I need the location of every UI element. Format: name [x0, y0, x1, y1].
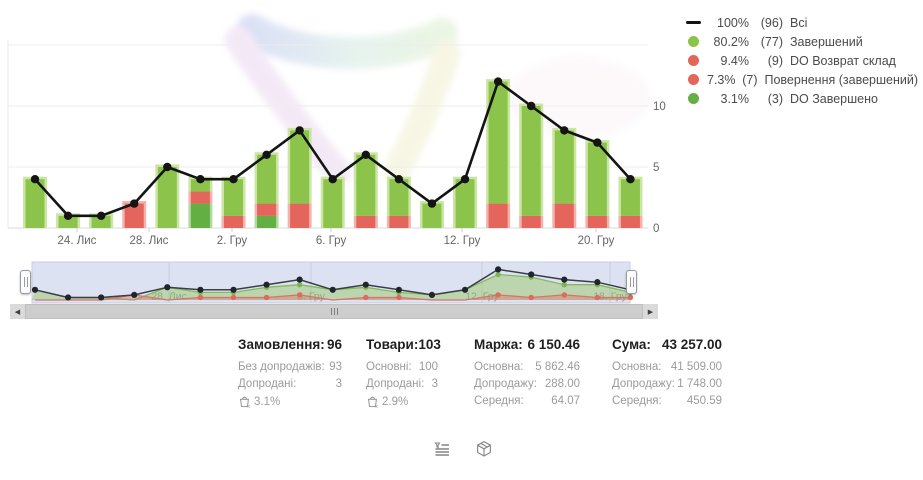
svg-text:2. Гру: 2. Гру	[217, 235, 248, 247]
legend-pct: 7.3%	[707, 72, 736, 87]
stat-col-margin: Маржа: 6 150.46 Основна: 5 862.46 Допрода…	[474, 337, 580, 410]
legend-item-return-warehouse[interactable]: 9.4% (9) DO Возврат склад	[686, 51, 918, 70]
upsell-basket-icon: x	[239, 396, 250, 408]
stat-title: Сума:	[612, 337, 651, 352]
stat-sub-value: 64.07	[551, 395, 580, 407]
legend-item-return-completed[interactable]: 7.3% (7) Повернення (завершений)	[686, 70, 918, 89]
upsell-pct: 3.1%	[254, 395, 281, 408]
stat-sub-value: 100	[418, 361, 438, 373]
stat-value: 96	[326, 337, 342, 352]
scroll-left-arrow-icon[interactable]: ◀	[10, 304, 25, 319]
stat-col-sum: Сума: 43 257.00 Основна: 41 509.00 Допрод…	[612, 337, 722, 410]
stat-sub-label: Основна:	[612, 361, 662, 373]
legend-count: (96)	[760, 15, 783, 30]
legend-label: DO Возврат склад	[790, 53, 896, 68]
stat-sub-value: 5 862.46	[535, 361, 580, 373]
dot-swatch-icon	[686, 74, 701, 85]
orders-chart[interactable]: 24. Лис 28. Лис 2. Гру 6. Гру 12. Гру 20. Гру…	[0, 0, 680, 252]
svg-text:12. Гру: 12. Гру	[465, 291, 499, 303]
stat-value: 43 257.00	[661, 337, 722, 352]
stat-sub-label: Допродані:	[238, 378, 297, 390]
legend-item-all[interactable]: 100% (96) Всі	[686, 13, 918, 32]
dot-swatch-icon	[686, 36, 701, 47]
stat-value: 6 150.46	[527, 337, 580, 352]
stat-sub-value: 93	[329, 361, 342, 373]
stat-sub-label: Допродажу:	[474, 378, 537, 390]
svg-text:5: 5	[653, 162, 659, 174]
legend-label: Всі	[790, 15, 808, 30]
legend-pct: 9.4%	[720, 53, 750, 68]
svg-text:x: x	[375, 404, 378, 408]
legend-pct: 80.2%	[713, 34, 749, 49]
stat-col-products: Товари: 103 Основні: 100 Допродані: 3 x 2.…	[366, 337, 441, 410]
scroll-right-arrow-icon[interactable]: ▶	[643, 304, 658, 319]
svg-text:6. Гру: 6. Гру	[316, 235, 347, 247]
status-list-icon[interactable]	[433, 439, 453, 459]
svg-text:24. Лис: 24. Лис	[58, 235, 97, 247]
legend-count: (3)	[767, 91, 783, 106]
stat-sub-label: Основні:	[366, 361, 412, 373]
svg-text:28. Лис: 28. Лис	[130, 235, 169, 247]
chart-axes: 24. Лис 28. Лис 2. Гру 6. Гру 12. Гру 20. Гру…	[58, 101, 666, 247]
svg-text:18. Гру: 18. Гру	[593, 291, 627, 303]
stat-sub-value: 41 509.00	[670, 361, 722, 373]
stat-sub-label: Без допродажів:	[238, 361, 325, 373]
line-swatch-icon	[686, 21, 701, 24]
scrollbar-thumb[interactable]	[25, 304, 643, 319]
legend-item-do-completed[interactable]: 3.1% (3) DO Завершено	[686, 89, 918, 108]
stat-sub-label: Основна:	[474, 361, 524, 373]
stat-col-orders: Замовлення: 96 Без допродажів: 93 Допрода…	[238, 337, 342, 410]
stat-value: 103	[418, 337, 441, 352]
chart-bars[interactable]	[23, 79, 643, 228]
stat-title: Замовлення:	[238, 337, 325, 352]
stat-sub-label: Допродані:	[366, 378, 425, 390]
upsell-basket-icon: x	[367, 396, 378, 408]
chart-legend: 100% (96) Всі 80.2% (77) Завершений 9.4%…	[686, 13, 918, 108]
legend-count: (77)	[760, 34, 783, 49]
stat-sub-label: Допродажу:	[612, 378, 675, 390]
svg-text:12. Гру: 12. Гру	[444, 235, 481, 247]
package-icon[interactable]	[475, 439, 495, 459]
summary-stats: Замовлення: 96 Без допродажів: 93 Допрода…	[238, 337, 722, 410]
svg-text:0: 0	[653, 223, 659, 235]
legend-count: (9)	[767, 53, 783, 68]
svg-text:20. Гру: 20. Гру	[578, 235, 615, 247]
legend-pct: 3.1%	[720, 91, 750, 106]
legend-label: Завершений	[790, 34, 863, 49]
upsell-pct: 2.9%	[382, 395, 409, 408]
stat-sub-value: 3	[335, 378, 342, 390]
stat-title: Товари:	[366, 337, 419, 352]
dot-swatch-icon	[686, 55, 701, 66]
stat-sub-value: 288.00	[544, 378, 580, 390]
stat-title: Маржа:	[474, 337, 523, 352]
stat-sub-value: 1 748.00	[677, 378, 722, 390]
stat-sub-value: 450.59	[686, 395, 722, 407]
navigator-right-handle[interactable]	[626, 270, 637, 294]
chart-total-line[interactable]	[30, 77, 635, 220]
horizontal-scrollbar[interactable]: ◀ ▶	[10, 304, 658, 319]
dot-swatch-icon	[686, 93, 701, 104]
svg-text:10: 10	[653, 101, 666, 113]
svg-text:x: x	[247, 404, 250, 408]
legend-pct: 100%	[717, 15, 749, 30]
view-toggles	[433, 439, 495, 459]
stat-sub-label: Середня:	[474, 395, 524, 407]
navigator-left-handle[interactable]	[20, 270, 31, 294]
legend-label: DO Завершено	[790, 91, 878, 106]
stat-sub-label: Середня:	[612, 395, 662, 407]
stat-sub-value: 3	[431, 378, 438, 390]
legend-item-completed[interactable]: 80.2% (77) Завершений	[686, 32, 918, 51]
legend-count: (7)	[742, 72, 758, 87]
legend-label: Повернення (завершений)	[764, 72, 918, 87]
